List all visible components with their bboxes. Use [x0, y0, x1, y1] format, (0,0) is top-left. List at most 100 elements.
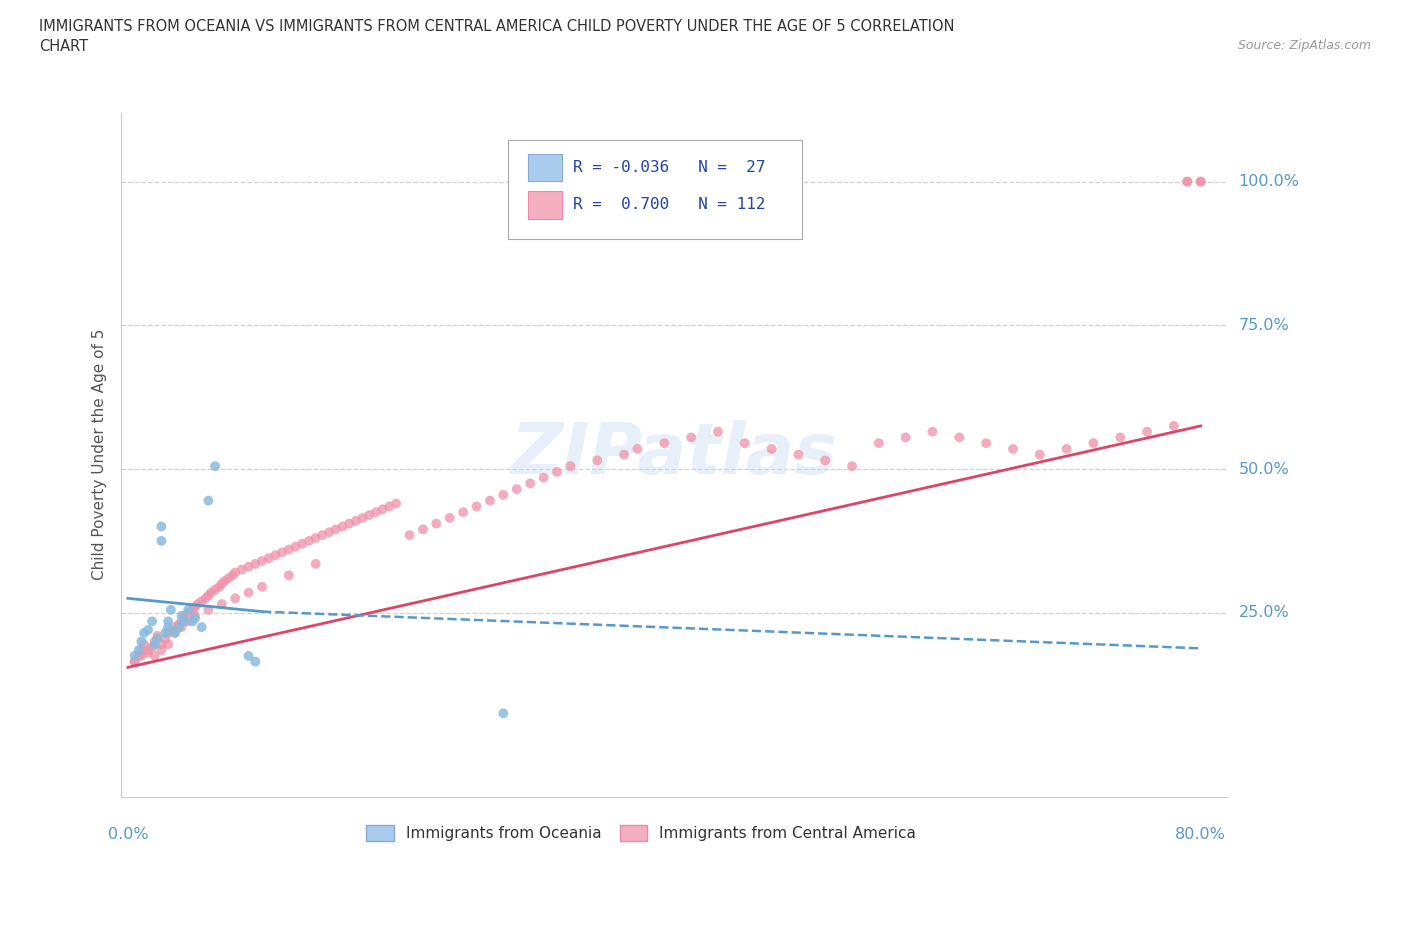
Point	[163, 619, 186, 634]
Point	[238, 648, 260, 663]
Point	[271, 545, 294, 560]
Point	[128, 648, 150, 663]
Point	[131, 648, 153, 663]
Point	[1189, 174, 1212, 189]
Point	[173, 608, 195, 623]
Point	[146, 631, 169, 646]
Point	[184, 611, 207, 626]
Point	[560, 458, 582, 473]
Point	[184, 600, 207, 615]
Point	[143, 634, 166, 649]
Point	[238, 585, 260, 600]
Point	[1189, 174, 1212, 189]
Text: IMMIGRANTS FROM OCEANIA VS IMMIGRANTS FROM CENTRAL AMERICA CHILD POVERTY UNDER T: IMMIGRANTS FROM OCEANIA VS IMMIGRANTS FR…	[39, 19, 955, 33]
Point	[231, 562, 253, 577]
Point	[707, 424, 730, 439]
Point	[194, 591, 217, 605]
Point	[204, 582, 226, 597]
Point	[681, 430, 703, 445]
Point	[787, 447, 810, 462]
Point	[141, 640, 163, 655]
Text: 25.0%: 25.0%	[1239, 605, 1289, 620]
Point	[425, 516, 447, 531]
Point	[124, 648, 146, 663]
Point	[492, 487, 515, 502]
Point	[398, 527, 420, 542]
Point	[1109, 430, 1132, 445]
Point	[157, 625, 180, 640]
Point	[948, 430, 970, 445]
Text: CHART: CHART	[39, 39, 89, 54]
Point	[197, 588, 219, 603]
Point	[1001, 442, 1024, 457]
FancyBboxPatch shape	[529, 192, 561, 219]
Point	[1083, 436, 1105, 451]
Point	[170, 608, 193, 623]
Point	[318, 525, 340, 539]
Point	[841, 458, 863, 473]
Point	[167, 617, 190, 631]
Point	[184, 608, 207, 623]
Point	[305, 531, 328, 546]
Point	[257, 551, 280, 565]
Point	[136, 643, 159, 658]
Point	[197, 493, 219, 508]
Point	[921, 424, 943, 439]
Point	[131, 643, 153, 658]
Point	[170, 619, 193, 634]
Point	[245, 654, 267, 669]
FancyBboxPatch shape	[509, 140, 801, 239]
Point	[208, 579, 231, 594]
Text: R =  0.700   N = 112: R = 0.700 N = 112	[572, 197, 765, 212]
Point	[325, 522, 347, 537]
Point	[177, 605, 200, 620]
FancyBboxPatch shape	[529, 153, 561, 181]
Text: 100.0%: 100.0%	[1239, 174, 1299, 189]
Point	[181, 603, 204, 618]
Point	[124, 654, 146, 669]
Point	[546, 464, 568, 479]
Point	[652, 436, 675, 451]
Point	[284, 539, 307, 554]
Point	[177, 614, 200, 629]
Point	[1163, 418, 1185, 433]
Point	[224, 591, 246, 605]
Point	[146, 629, 169, 644]
Y-axis label: Child Poverty Under the Age of 5: Child Poverty Under the Age of 5	[93, 329, 107, 580]
Point	[533, 471, 555, 485]
Point	[465, 499, 488, 514]
Point	[150, 637, 173, 652]
Point	[264, 548, 287, 563]
Point	[1175, 174, 1198, 189]
Point	[150, 643, 173, 658]
Point	[359, 508, 381, 523]
Point	[187, 597, 209, 612]
Point	[150, 534, 173, 549]
Point	[894, 430, 917, 445]
Point	[1175, 174, 1198, 189]
Point	[311, 527, 333, 542]
Point	[224, 565, 246, 580]
Point	[277, 542, 299, 557]
Point	[160, 603, 183, 618]
Point	[344, 513, 367, 528]
Point	[218, 571, 240, 586]
Point	[298, 534, 321, 549]
Text: R = -0.036   N =  27: R = -0.036 N = 27	[572, 160, 765, 175]
Point	[157, 619, 180, 634]
Point	[814, 453, 837, 468]
Point	[143, 637, 166, 652]
Point	[868, 436, 890, 451]
Point	[337, 516, 360, 531]
Point	[163, 625, 186, 640]
Point	[439, 511, 461, 525]
Point	[974, 436, 997, 451]
Point	[190, 619, 212, 634]
Point	[761, 442, 783, 457]
Point	[170, 614, 193, 629]
Text: Source: ZipAtlas.com: Source: ZipAtlas.com	[1237, 39, 1371, 52]
Point	[141, 614, 163, 629]
Point	[250, 579, 273, 594]
Point	[451, 505, 474, 520]
Text: ZIPatlas: ZIPatlas	[510, 420, 838, 489]
